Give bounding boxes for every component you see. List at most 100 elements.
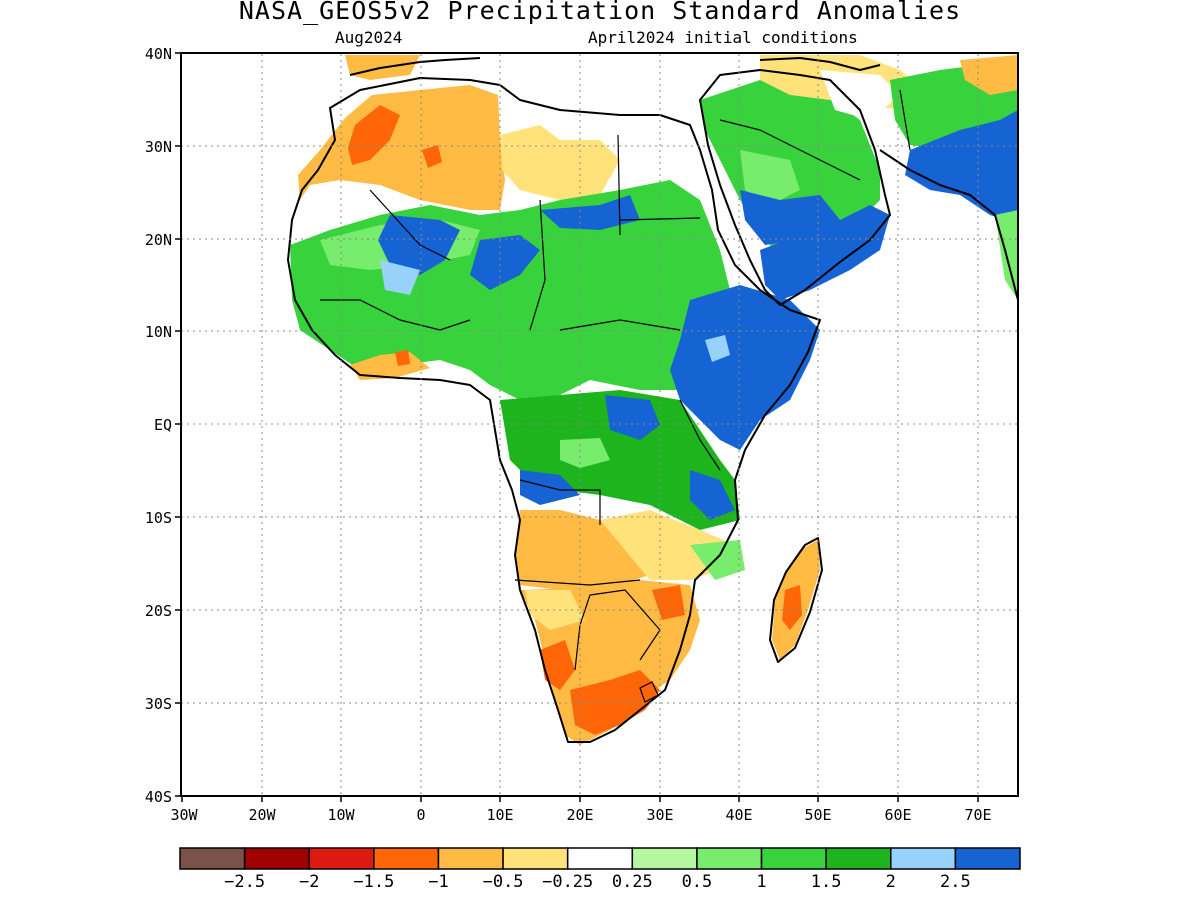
colorbar-tick-label: −0.5	[483, 872, 524, 892]
lat-label: 30N	[145, 138, 172, 156]
anomaly-field	[290, 55, 1018, 745]
egypt-dry-area	[500, 125, 620, 200]
congo-blue-patch-1	[605, 395, 660, 440]
colorbar-swatch	[890, 847, 957, 870]
north-africa-dry-area	[298, 85, 505, 210]
lat-label: 10S	[145, 509, 172, 527]
colorbar	[179, 847, 1021, 870]
lat-label: 20S	[145, 602, 172, 620]
colorbar-swatch	[825, 847, 892, 870]
colorbar-swatch	[631, 847, 698, 870]
lon-label: 20E	[566, 806, 593, 824]
colorbar-tick-label: 2.5	[940, 872, 971, 892]
ethiopia-lightblue-patch	[705, 335, 730, 362]
axis-ticks	[175, 52, 979, 802]
iran-white-area	[820, 70, 900, 120]
west-africa-red-spot	[395, 350, 410, 366]
sahel-blue-patch-2	[540, 195, 640, 230]
lat-label: 10N	[145, 323, 172, 341]
yemen-blue-area	[760, 205, 890, 300]
lon-label: 30W	[170, 806, 198, 824]
lat-label: 40S	[145, 788, 172, 806]
mozambique-orange-area	[652, 585, 685, 620]
colorbar-tick-label: 2	[886, 872, 896, 892]
border-lesotho	[639, 681, 659, 703]
colorbar-swatch	[373, 847, 440, 870]
colorbar-swatch	[566, 847, 634, 870]
coastlines	[287, 57, 1019, 743]
colorbar-tick-label: −2	[299, 872, 319, 892]
namibia-red-area	[540, 640, 575, 690]
lon-label: 20W	[248, 806, 276, 824]
lon-label: 0	[416, 806, 425, 824]
graticule	[181, 54, 1017, 795]
colorbar-tick-label: 0.25	[612, 872, 653, 892]
border-east-africa	[679, 399, 721, 471]
lon-label: 40E	[725, 806, 752, 824]
lat-label: 40N	[145, 45, 172, 63]
border-angola-namibia	[514, 579, 641, 586]
border-libya-egypt	[617, 134, 621, 236]
border-sudan-ssudan	[559, 319, 681, 331]
colorbar-tick-label: 0.5	[682, 872, 713, 892]
colorbar-labels: −2.5 −2 −1.5 −1 −0.5 −0.25 0.25 0.5 1 1.5 2 2.5	[224, 872, 971, 892]
congo-green-area	[500, 390, 740, 530]
lon-labels: 30W 20W 10W 0 10E 20E 30E 40E 50E 60E 70…	[170, 806, 991, 824]
forecast-month: Aug2024	[335, 28, 403, 47]
colorbar-tick-label: −1	[428, 872, 448, 892]
sahel-blue-patch-3	[470, 235, 540, 290]
congo-blue-patch-3	[690, 470, 735, 520]
west-africa-orange	[350, 352, 430, 380]
country-borders	[320, 89, 911, 703]
lat-labels: 40N 30N 20N 10N EQ 10S 20S 30S 40S	[145, 45, 172, 806]
colorbar-swatch	[437, 847, 504, 870]
sahara-white-area	[296, 195, 370, 230]
border-west-africa	[320, 299, 471, 331]
ethiopia-blue-area	[670, 285, 820, 450]
madagascar-orange	[782, 585, 802, 630]
india-blue-area	[905, 110, 1018, 230]
sahara-orange-spot	[422, 145, 442, 168]
north-india-dry	[960, 55, 1018, 95]
africa-coastline	[287, 77, 821, 743]
border-sudan-north	[619, 217, 701, 221]
arabia-blue-strip	[740, 190, 840, 245]
border-saudi	[719, 119, 861, 181]
colorbar-swatch	[696, 847, 763, 870]
lon-label: 10W	[327, 806, 355, 824]
south-asia-coastline	[879, 149, 1019, 301]
border-iran-pakistan	[899, 89, 911, 151]
colorbar-swatch	[243, 847, 310, 870]
colorbar-swatch	[502, 847, 569, 870]
colorbar-swatch	[954, 847, 1021, 870]
black-caspian-coast	[759, 57, 881, 71]
lon-label: 70E	[964, 806, 991, 824]
colorbar-tick-label: −2.5	[224, 872, 265, 892]
colorbar-swatch	[179, 847, 246, 870]
lon-label: 50E	[804, 806, 831, 824]
congo-lightgreen-patch	[560, 438, 610, 468]
lat-label: 20N	[145, 231, 172, 249]
mediterranean-coast	[349, 57, 481, 76]
border-niger-chad	[529, 199, 546, 331]
colorbar-tick-label: 1	[756, 872, 766, 892]
colorbar-tick-label: 1.5	[811, 872, 842, 892]
colorbar-swatch	[308, 847, 375, 870]
lat-label: EQ	[154, 416, 172, 434]
lon-label: 30E	[646, 806, 673, 824]
arabia-coastline	[699, 69, 891, 306]
sahel-blue-patch-1	[378, 215, 460, 275]
sahel-lightblue-patch	[380, 260, 420, 295]
zambia-dry-area	[600, 510, 735, 580]
chart-title: NASA_GEOS5v2 Precipitation Standard Anom…	[238, 0, 962, 25]
colorbar-tick-label: −1.5	[353, 872, 394, 892]
border-algeria-mali	[369, 189, 451, 261]
lon-label: 60E	[884, 806, 911, 824]
lon-label: 10E	[486, 806, 513, 824]
madagascar-coastline	[769, 537, 823, 663]
initial-conditions: April2024 initial conditions	[588, 28, 858, 47]
arabia-lightgreen-patch	[740, 150, 800, 205]
east-africa-green-patch	[690, 540, 745, 580]
lat-label: 30S	[145, 695, 172, 713]
